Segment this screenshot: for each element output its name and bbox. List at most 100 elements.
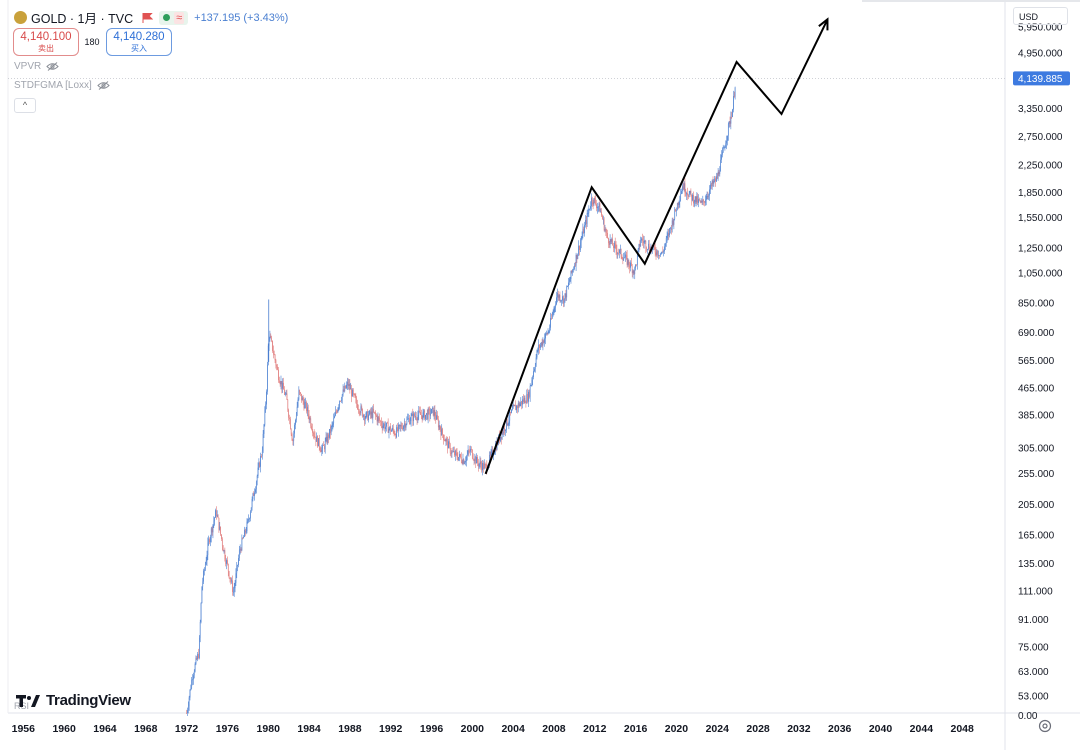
- candle-body: [687, 193, 688, 196]
- buy-button[interactable]: 4,140.280 买入: [106, 28, 172, 56]
- candle-body: [334, 415, 335, 419]
- candle-body: [577, 253, 579, 259]
- indicator-stdfgma[interactable]: STDFGMA [Loxx]: [14, 80, 110, 91]
- candle-body: [713, 181, 715, 184]
- candle-body: [685, 192, 687, 195]
- candle-body: [257, 467, 259, 476]
- candle-body: [279, 382, 281, 385]
- candle-body: [375, 414, 377, 417]
- collapse-indicators-button[interactable]: ^: [14, 98, 36, 113]
- candle-body: [514, 405, 516, 407]
- candle-body: [215, 510, 216, 518]
- candle-body: [620, 249, 622, 257]
- candle-body: [238, 558, 239, 566]
- candle-body: [383, 424, 385, 426]
- candle-body: [607, 233, 608, 239]
- candle-body: [460, 456, 462, 462]
- y-tick-label: 305.000: [1018, 443, 1055, 454]
- eye-hidden-icon[interactable]: [97, 81, 110, 90]
- candle-body: [684, 183, 686, 193]
- candle-body: [636, 254, 638, 265]
- candle-body: [317, 436, 318, 447]
- candle-body: [217, 515, 219, 518]
- x-tick-label: 2040: [869, 723, 893, 735]
- candle-body: [187, 710, 188, 714]
- candle-body: [691, 194, 693, 201]
- candle-body: [644, 241, 646, 242]
- candle-body: [545, 333, 546, 339]
- candle-body: [641, 238, 642, 241]
- indicator-vpvr[interactable]: VPVR: [14, 61, 59, 72]
- candle-body: [600, 211, 602, 213]
- candle-body: [630, 262, 631, 268]
- candle-body: [593, 198, 595, 205]
- candle-body: [346, 381, 348, 385]
- currency-selector[interactable]: USD: [1013, 7, 1068, 25]
- flag-icon[interactable]: [142, 12, 154, 23]
- candle-body: [280, 381, 282, 385]
- candle-body: [343, 389, 345, 392]
- candle-body: [261, 451, 263, 457]
- candle-body: [407, 418, 409, 420]
- candle-body: [324, 440, 326, 450]
- candle-body: [239, 549, 241, 551]
- candle-body: [221, 538, 223, 546]
- candle-body: [709, 189, 710, 196]
- candle-body: [196, 657, 198, 660]
- candle-body: [520, 401, 522, 404]
- candle-body: [329, 428, 330, 438]
- symbol-header: GOLD · 1月 · TVC ≈ +137.195 (+3.43%): [14, 8, 288, 27]
- candle-body: [315, 437, 317, 442]
- candle-body: [400, 425, 402, 427]
- candle-body: [534, 368, 535, 372]
- candle-body: [289, 417, 290, 419]
- symbol-title[interactable]: GOLD · 1月 · TVC: [31, 12, 134, 26]
- candle-body: [369, 410, 371, 415]
- candle-body: [245, 531, 247, 533]
- candle-body: [673, 219, 675, 225]
- candle-body: [420, 414, 422, 416]
- candle-body: [402, 427, 403, 430]
- buy-label: 买入: [131, 44, 147, 53]
- candle-body: [719, 171, 721, 175]
- candle-body: [698, 199, 699, 203]
- market-open-icon: [163, 14, 171, 21]
- forecast-zigzag-line: [484, 18, 829, 475]
- candle-body: [435, 416, 437, 420]
- settings-icon[interactable]: [1038, 719, 1052, 733]
- candle-body: [370, 411, 372, 415]
- sell-button[interactable]: 4,140.100 卖出: [13, 28, 79, 56]
- last-price-badge: [1013, 71, 1070, 86]
- candle-body: [208, 539, 210, 543]
- candle-body: [489, 455, 491, 456]
- candle-body: [539, 344, 540, 348]
- candle-body: [640, 240, 642, 246]
- candle-body: [313, 433, 315, 437]
- candle-body: [301, 393, 302, 401]
- candle-body: [362, 408, 363, 417]
- candle-body: [591, 197, 593, 203]
- market-status-badge[interactable]: ≈: [159, 10, 189, 25]
- candle-body: [336, 411, 338, 413]
- candle-body: [199, 622, 201, 638]
- candle-body: [466, 454, 468, 457]
- candle-body: [710, 184, 711, 190]
- candle-body: [433, 410, 435, 416]
- candle-body: [564, 293, 566, 299]
- candle-body: [438, 425, 440, 428]
- candle-body: [342, 389, 344, 395]
- candle-body: [587, 212, 589, 214]
- candle-body: [353, 393, 355, 395]
- candle-body: [405, 424, 407, 428]
- candle-body: [486, 464, 488, 471]
- candle-body: [703, 199, 704, 202]
- eye-hidden-icon[interactable]: [46, 62, 59, 71]
- candle-body: [729, 121, 731, 124]
- candle-body: [619, 249, 620, 253]
- candle-body: [241, 538, 243, 551]
- candle-body: [393, 430, 395, 435]
- candle-body: [344, 385, 346, 392]
- x-tick-label: 2032: [787, 723, 811, 735]
- candle-body: [670, 227, 672, 230]
